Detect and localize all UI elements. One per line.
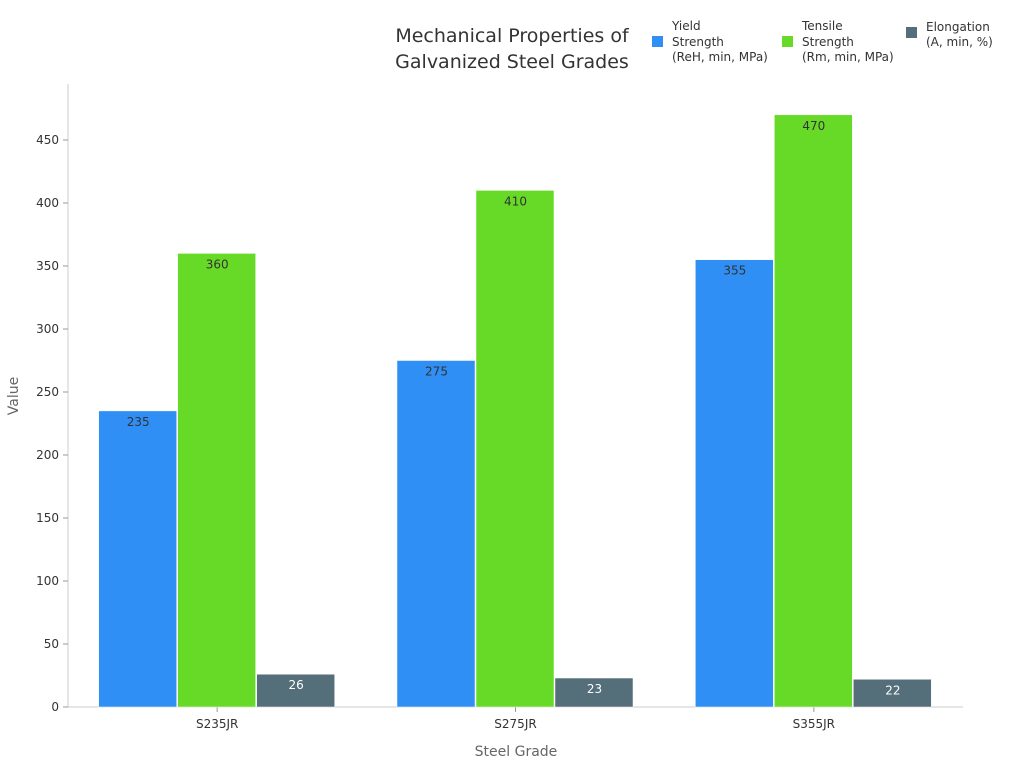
data-label: 26 xyxy=(289,678,304,692)
y-tick-label: 400 xyxy=(36,196,59,210)
data-label: 22 xyxy=(885,683,900,697)
data-label: 360 xyxy=(206,257,229,271)
legend-label: (ReH, min, MPa) xyxy=(672,50,768,64)
bar-s275jr-series-2 xyxy=(554,677,634,708)
y-tick-label: 450 xyxy=(36,133,59,147)
y-tick-label: 0 xyxy=(51,700,59,714)
data-label: 410 xyxy=(504,194,527,208)
bar-s235jr-series-1 xyxy=(177,253,256,708)
data-label: 470 xyxy=(802,119,825,133)
chart-title: Galvanized Steel Grades xyxy=(395,51,629,73)
y-tick-label: 50 xyxy=(44,637,59,651)
bar-s235jr-series-0 xyxy=(98,410,177,708)
y-tick-label: 200 xyxy=(36,448,59,462)
data-label: 275 xyxy=(425,365,448,379)
x-tick-label: S275JR xyxy=(494,717,536,731)
bar-s235jr-series-2 xyxy=(256,673,335,708)
bar-s355jr-series-0 xyxy=(695,259,774,708)
y-tick-label: 250 xyxy=(36,385,59,399)
data-label: 355 xyxy=(723,264,746,278)
legend-label: (A, min, %) xyxy=(926,35,993,49)
legend-label: Elongation xyxy=(926,20,990,34)
data-label: 235 xyxy=(127,415,150,429)
legend-label: (Rm, min, MPa) xyxy=(802,50,894,64)
y-tick-label: 300 xyxy=(36,322,59,336)
x-tick-label: S355JR xyxy=(793,717,835,731)
legend-label: Strength xyxy=(802,35,854,49)
legend-label: Tensile xyxy=(801,19,843,33)
legend-swatch xyxy=(652,36,663,47)
data-label: 23 xyxy=(587,682,602,696)
y-tick-label: 100 xyxy=(36,574,59,588)
legend-label: Yield xyxy=(671,19,701,33)
y-axis-label: Value xyxy=(6,377,22,415)
chart-title: Mechanical Properties of xyxy=(395,25,630,47)
y-tick-label: 150 xyxy=(36,511,59,525)
bar-s355jr-series-1 xyxy=(774,114,853,708)
x-axis-label: Steel Grade xyxy=(475,744,558,760)
bar-s275jr-series-0 xyxy=(396,360,476,708)
legend-swatch xyxy=(906,27,917,38)
legend-label: Strength xyxy=(672,35,724,49)
bar-s355jr-series-2 xyxy=(853,679,932,708)
x-tick-label: S235JR xyxy=(196,717,238,731)
legend-swatch xyxy=(782,36,793,47)
bar-s275jr-series-1 xyxy=(475,190,555,708)
y-tick-label: 350 xyxy=(36,259,59,273)
